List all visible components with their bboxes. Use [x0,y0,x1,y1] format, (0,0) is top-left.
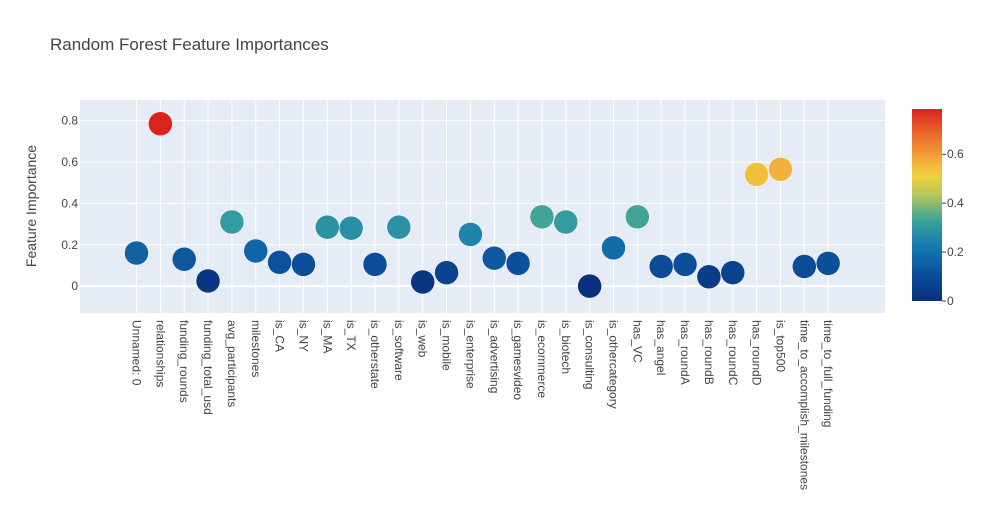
data-point[interactable] [458,222,483,247]
gridlines [80,100,885,313]
data-point[interactable] [815,251,841,276]
data-point[interactable] [171,246,197,272]
data-point[interactable] [195,268,221,294]
x-tick-label: time_to_accomplish_milestones [797,320,811,490]
x-tick-label: has_roundD [750,320,764,386]
x-tick-label: milestones [249,320,263,377]
data-point[interactable] [410,269,435,295]
x-tick-label: is_biotech [559,320,573,374]
data-point[interactable] [148,111,173,137]
colorbar-gradient [912,109,942,301]
data-point[interactable] [553,209,579,235]
x-tick-label: is_enterprise [463,320,477,389]
x-tick-label: is_CA [273,320,287,352]
data-point[interactable] [672,252,698,277]
data-point[interactable] [434,260,459,285]
data-point[interactable] [744,162,769,187]
data-point[interactable] [124,240,149,266]
x-tick-label: has_roundC [726,320,740,386]
x-tick-label: is_MA [320,320,334,353]
x-tick-label: has_angel [654,320,668,375]
colorbar-tick-label: 0.2 [947,245,964,259]
x-tick-label: is_software [392,320,406,381]
data-point[interactable] [291,252,316,277]
data-point[interactable] [648,254,674,279]
x-tick-label: is_top500 [773,320,787,372]
x-tick-label: is_othercategory [607,320,621,409]
x-tick-label: time_to_full_funding [821,320,835,427]
y-tick-label: 0.6 [61,155,78,169]
x-tick-label: avg_participants [225,320,239,407]
y-tick-label: 0 [71,279,78,293]
y-axis-title: Feature Importance [23,145,39,267]
data-point[interactable] [505,251,531,276]
x-tick-label: is_otherstate [368,320,382,389]
colorbar-tick-label: 0 [947,294,954,308]
x-tick-label: has_roundA [678,320,692,385]
y-tick-label: 0.2 [61,238,78,252]
x-tick-label: relationships [153,320,167,387]
x-tick-label: has_VC [630,320,644,363]
x-tick-label: is_mobile [440,320,454,371]
data-point[interactable] [243,238,268,264]
data-point[interactable] [482,245,507,271]
x-tick-label: is_TX [344,320,358,351]
x-axis-ticks: Unnamed: 0 relationships funding_rounds fun… [130,320,836,490]
data-point[interactable] [720,260,745,285]
y-tick-label: 0.8 [61,114,78,128]
colorbar: 0 0.2 0.4 0.6 [912,109,964,308]
data-point[interactable] [577,273,602,299]
x-tick-label: is_advertising [487,320,501,393]
x-tick-label: is_ecommerce [535,320,549,398]
x-tick-label: Unnamed: 0 [130,320,144,386]
data-point[interactable] [625,204,650,230]
data-point[interactable] [768,157,793,182]
data-point[interactable] [696,264,722,290]
data-points[interactable] [124,111,841,299]
x-tick-label: funding_total_usd [201,320,215,415]
colorbar-tick-label: 0.4 [947,196,964,210]
data-point[interactable] [362,252,388,277]
x-tick-label: is_NY [296,320,310,352]
x-tick-label: has_roundB [702,320,716,385]
x-tick-label: funding_rounds [177,320,191,403]
colorbar-tick-label: 0.6 [947,147,964,161]
x-tick-label: is_gamesvideo [511,320,525,400]
data-point[interactable] [792,254,817,279]
data-point[interactable] [315,214,340,240]
data-point[interactable] [267,250,292,275]
data-point[interactable] [219,209,245,235]
data-point[interactable] [386,214,412,240]
chart-title: Random Forest Feature Importances [50,35,329,54]
x-tick-label: is_consulting [583,320,597,389]
data-point[interactable] [338,215,364,241]
data-point[interactable] [601,235,626,261]
x-tick-label: is_web [416,320,430,358]
y-tick-label: 0.4 [61,196,78,210]
data-point[interactable] [529,204,555,230]
y-axis-ticks: 0 0.2 0.4 0.6 0.8 [61,114,78,293]
